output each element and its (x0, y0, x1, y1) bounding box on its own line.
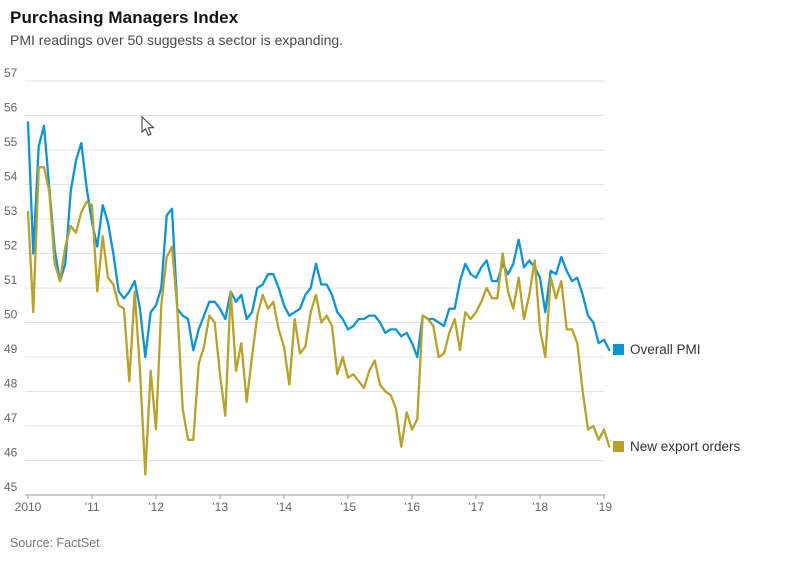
legend-item-overall-pmi: Overall PMI (613, 342, 701, 357)
legend-item-new-export-orders: New export orders (613, 439, 740, 454)
y-axis-tick-label: 45 (4, 480, 18, 494)
y-axis-tick-label: 47 (4, 411, 18, 425)
y-axis-tick-label: 53 (4, 204, 18, 218)
chart-title: Purchasing Managers Index (10, 8, 239, 27)
x-axis-tick-label: ’12 (148, 500, 164, 514)
source-note: Source: FactSet (10, 536, 100, 550)
x-axis-tick-label: ’17 (468, 500, 484, 514)
y-axis-tick-label: 55 (4, 135, 18, 149)
x-axis-tick-label: ’13 (212, 500, 228, 514)
legend-swatch-overall-pmi (613, 344, 624, 356)
y-axis-tick-label: 52 (4, 239, 18, 253)
mouse-cursor-icon (141, 116, 155, 137)
legend-label-overall-pmi: Overall PMI (630, 342, 701, 358)
x-axis-tick-label: ’18 (532, 500, 548, 514)
y-axis-tick-label: 57 (4, 66, 18, 80)
series-line-new-export-orders (26, 166, 611, 476)
y-axis-tick-label: 46 (4, 446, 18, 460)
y-axis-tick-label: 50 (4, 308, 18, 322)
y-axis-tick-label: 49 (4, 342, 18, 356)
series-line-overall-pmi (26, 121, 611, 359)
x-axis-tick-label: ’19 (596, 500, 612, 514)
legend-swatch-new-export-orders (613, 440, 624, 452)
y-axis-tick-label: 51 (4, 273, 18, 287)
x-axis-tick-label: 2010 (15, 500, 42, 514)
legend-label-new-export-orders: New export orders (630, 438, 741, 454)
y-axis-tick-label: 54 (4, 170, 18, 184)
chart-subtitle: PMI readings over 50 suggests a sector i… (10, 32, 344, 48)
x-axis-tick-label: ’14 (276, 500, 292, 514)
y-axis-tick-label: 56 (4, 101, 18, 115)
x-axis-tick-label: ’11 (84, 500, 99, 514)
x-axis-tick-label: ’15 (340, 500, 356, 514)
y-axis-tick-label: 48 (4, 377, 18, 391)
x-axis-tick-label: ’16 (404, 500, 420, 514)
